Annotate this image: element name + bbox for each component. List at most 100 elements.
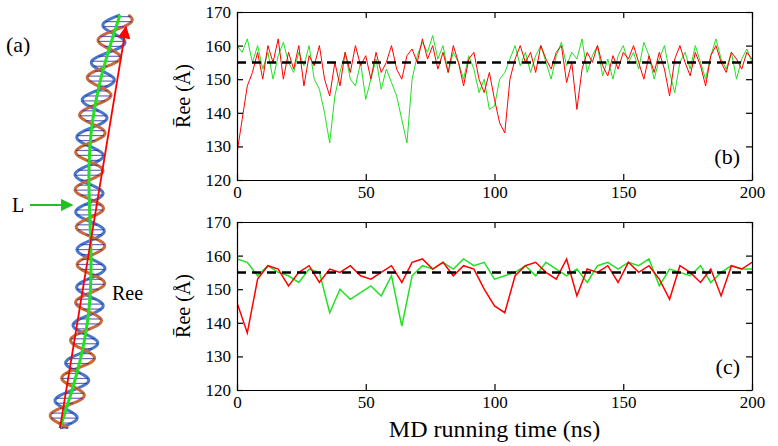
tick: 160: [206, 247, 244, 266]
contour-label: L: [12, 194, 24, 216]
base-pair: [71, 368, 77, 369]
tick: 160: [206, 37, 244, 56]
tick: [623, 222, 624, 228]
series-line: [237, 36, 752, 144]
tick: 50: [358, 384, 375, 412]
base-pair: [67, 383, 87, 384]
end-to-end-vector: [60, 27, 126, 428]
tick-mark: [746, 146, 752, 147]
tick-label: 150: [611, 183, 637, 202]
base-pair: [81, 269, 105, 270]
tick: [746, 356, 752, 357]
tick-label: 150: [611, 393, 637, 412]
axis: 0 50 100 150 200: [233, 174, 765, 202]
tick-label: 140: [206, 314, 232, 333]
tick-mark: [237, 222, 243, 223]
tick: 140: [206, 104, 244, 123]
base-pair: [111, 51, 114, 52]
tick: [495, 12, 496, 18]
base-pair: [82, 100, 105, 101]
base-pair: [76, 388, 77, 389]
base-pair: [66, 373, 81, 374]
tick-label: 160: [206, 37, 232, 56]
base-pair: [99, 56, 121, 57]
tick-mark: [366, 12, 367, 18]
plot-area: [237, 36, 752, 154]
tick-label: 100: [482, 183, 508, 202]
tick-mark: [237, 12, 243, 13]
base-pair: [109, 31, 111, 32]
axis: 050100150200: [233, 384, 765, 412]
tick: [746, 289, 752, 290]
tick-mark: [494, 12, 495, 18]
reference-line: [237, 271, 752, 274]
tick: [623, 12, 624, 18]
axis: 120130140150160170: [206, 213, 244, 400]
axis-title: R̄ee (Å): [172, 274, 195, 338]
tick-label: 150: [206, 70, 232, 89]
panel: 050100150200120130140150160170R̄ee (Å)MD…: [172, 213, 765, 442]
base-pair: [81, 244, 104, 245]
base-pair: [86, 120, 106, 121]
tick-label: 0: [233, 393, 242, 412]
tick: 150: [206, 70, 244, 89]
tick-label: 170: [206, 213, 232, 232]
base-pair: [79, 140, 95, 141]
base-pair: [92, 313, 94, 314]
tick: [746, 12, 752, 13]
tick: [746, 390, 752, 391]
axis-line: [237, 223, 238, 391]
axis: [238, 222, 753, 228]
contour-pointer: [30, 204, 72, 206]
tick-mark: [366, 222, 367, 228]
tick: 100: [482, 174, 508, 202]
tick: 120: [206, 171, 244, 190]
base-pair: [104, 46, 121, 47]
tick: [746, 113, 752, 114]
tick-mark: [237, 79, 243, 80]
panel-label: (b): [714, 144, 740, 169]
tick: [746, 222, 752, 223]
axis-line: [237, 13, 238, 181]
tick-mark: [494, 384, 495, 390]
base-pair: [103, 26, 124, 27]
tick-label: 200: [740, 183, 766, 202]
tick: [746, 256, 752, 257]
tick: [746, 323, 752, 324]
tick: 170: [206, 213, 244, 232]
base-pair: [85, 130, 104, 131]
tick-mark: [746, 390, 752, 391]
base-pair: [66, 363, 89, 364]
tick: [746, 46, 752, 47]
axis-line: [238, 180, 753, 181]
panel-a: (a)LRee: [6, 15, 143, 428]
panel-label: (c): [716, 354, 740, 379]
tick-mark: [746, 113, 752, 114]
base-pair: [83, 110, 99, 111]
tick-mark: [237, 256, 243, 257]
tick-mark: [237, 180, 243, 181]
tick-mark: [494, 174, 495, 180]
tick-label: 50: [358, 393, 375, 412]
series-line: [237, 259, 752, 326]
tick: [746, 146, 752, 147]
tick-label: 160: [206, 247, 232, 266]
tick-mark: [746, 222, 752, 223]
base-pair: [88, 105, 93, 106]
tick-mark: [623, 12, 624, 18]
base-pair: [84, 145, 88, 146]
tick-label: 130: [206, 347, 232, 366]
tick: [495, 222, 496, 228]
base-pair: [65, 393, 84, 394]
tick: 50: [358, 174, 375, 202]
tick-label: 0: [233, 183, 242, 202]
panel: 050100150200120130140150160170R̄ee (Å)(b…: [172, 3, 765, 202]
base-pair: [80, 318, 101, 319]
tick-mark: [746, 180, 752, 181]
base-pair: [77, 289, 98, 290]
axis: [746, 223, 753, 391]
base-pair: [76, 150, 98, 151]
axis-line: [752, 13, 753, 181]
tick-mark: [237, 390, 243, 391]
tick-mark: [623, 174, 624, 180]
